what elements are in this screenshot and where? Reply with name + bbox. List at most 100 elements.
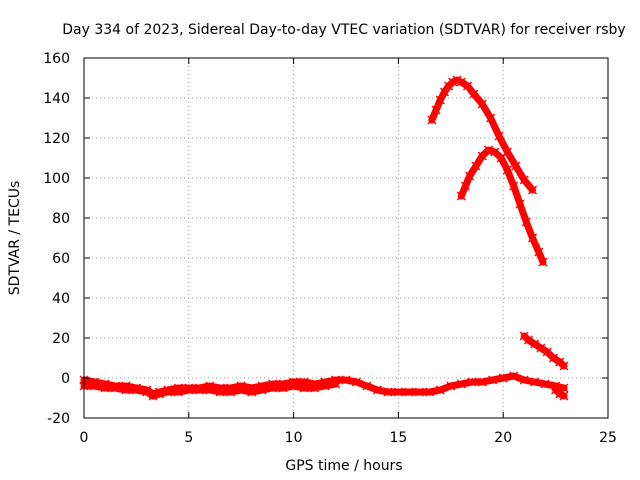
data-point [460, 181, 471, 191]
data-point [467, 377, 477, 387]
data-point [110, 383, 120, 393]
data-point [528, 185, 538, 195]
data-point [372, 385, 382, 395]
data-point [521, 217, 531, 227]
data-point [488, 375, 498, 385]
data-point [456, 379, 466, 389]
y-tick-label: -20 [47, 411, 70, 427]
x-tick-label: 5 [184, 430, 193, 446]
data-point [477, 99, 487, 109]
data-point [163, 387, 173, 397]
data-point [559, 391, 569, 401]
data-point [456, 77, 466, 87]
data-point [538, 257, 548, 267]
data-point [278, 383, 288, 393]
data-point [446, 381, 456, 391]
chart-title: Day 334 of 2023, Sidereal Day-to-day VTE… [62, 22, 625, 38]
data-point [289, 381, 299, 391]
data-point [548, 353, 559, 363]
data-point [534, 247, 544, 257]
data-point [142, 387, 152, 397]
data-point [435, 95, 445, 105]
data-point [226, 387, 236, 397]
x-tick-label: 0 [80, 430, 89, 446]
data-point [215, 387, 225, 397]
data-point [257, 385, 267, 395]
x-tick-label: 15 [389, 430, 407, 446]
x-axis-label: GPS time / hours [285, 458, 402, 474]
data-point [268, 383, 278, 393]
x-tick-label: 10 [285, 430, 303, 446]
data-point [236, 385, 246, 395]
data-point [131, 385, 141, 395]
data-point [530, 377, 540, 387]
y-tick-label: 20 [52, 331, 70, 347]
data-point [536, 343, 546, 353]
y-tick-label: 80 [52, 211, 70, 227]
data-point [519, 375, 529, 385]
data-point [530, 339, 540, 349]
data-point [154, 389, 164, 399]
data-point [121, 385, 131, 395]
y-tick-label: 140 [43, 91, 70, 107]
data-point [456, 191, 466, 201]
data-point [483, 145, 494, 155]
y-tick-label: 120 [43, 131, 70, 147]
data-point [477, 377, 487, 387]
data-point [486, 113, 496, 123]
x-tick-label: 25 [599, 430, 617, 446]
data-point [310, 383, 320, 393]
data-point [509, 371, 519, 381]
data-point [523, 335, 533, 345]
x-tick-label: 20 [494, 430, 512, 446]
data-point [465, 171, 475, 181]
data-point [540, 379, 550, 389]
data-point [341, 375, 351, 385]
series-line-baseline-b [80, 380, 339, 400]
data-point [435, 385, 445, 395]
axis-ticks: -20 0 20 40 60 80 100 120 140 160 0 5 10 15 20 25 [43, 51, 617, 446]
y-tick-label: 100 [43, 171, 70, 187]
data-point [498, 373, 508, 383]
data-point [502, 165, 512, 175]
data-point [100, 383, 110, 393]
data-point [515, 199, 525, 209]
data-point [404, 387, 414, 397]
data-point [299, 383, 309, 393]
data-point [559, 361, 569, 371]
data-point [330, 379, 341, 389]
data-point [414, 387, 424, 397]
data-point [439, 87, 450, 97]
data-point [528, 233, 538, 243]
data-series [79, 75, 569, 401]
data-point [194, 385, 204, 395]
data-point [205, 385, 215, 395]
y-tick-label: 40 [52, 291, 70, 307]
data-point [511, 161, 521, 171]
data-point [469, 89, 479, 99]
data-point [509, 181, 519, 191]
data-point [393, 387, 403, 397]
data-point [89, 381, 100, 391]
data-point [362, 381, 372, 391]
data-point [351, 377, 362, 387]
data-point [320, 381, 330, 391]
y-axis-label: SDTVAR / TECUs [7, 181, 23, 296]
data-point [425, 387, 435, 397]
y-tick-label: 0 [61, 371, 70, 387]
data-point [148, 391, 158, 401]
plot-frame [83, 57, 609, 419]
y-tick-label: 160 [43, 51, 70, 67]
data-point [496, 153, 506, 163]
data-point [247, 387, 257, 397]
y-tick-label: 60 [52, 251, 70, 267]
data-point [427, 115, 437, 125]
data-point [519, 175, 529, 185]
data-point [383, 387, 393, 397]
data-point [494, 131, 504, 141]
data-point [173, 387, 183, 397]
data-point [471, 161, 481, 171]
data-point [184, 385, 194, 395]
